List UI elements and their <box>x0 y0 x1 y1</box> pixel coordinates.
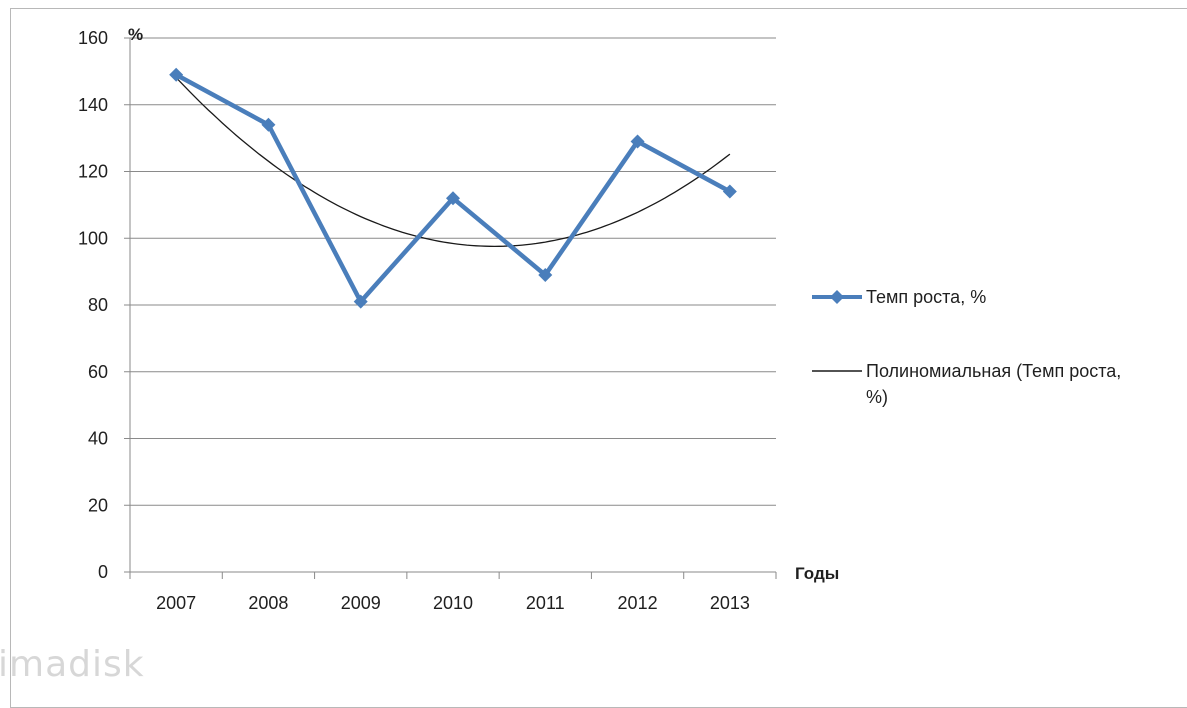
watermark: imadisk <box>0 644 145 685</box>
y-tick-label: 100 <box>78 228 108 248</box>
legend-series-label: Темп роста, % <box>866 287 986 307</box>
y-tick-label: 40 <box>88 429 108 449</box>
legend-trend-label-line1: Полиномиальная (Темп роста, <box>866 361 1121 381</box>
data-point-marker <box>722 184 737 199</box>
x-tick-label: 2013 <box>710 593 750 613</box>
series-temp-rosta <box>169 67 737 309</box>
y-tick-label: 20 <box>88 495 108 515</box>
x-axis-label: Годы <box>795 564 839 583</box>
y-tick-label: 0 <box>98 562 108 582</box>
data-point-marker <box>353 294 368 309</box>
data-point-marker <box>169 67 184 82</box>
y-tick-label: 140 <box>78 95 108 115</box>
x-tick-label: 2007 <box>156 593 196 613</box>
y-axis-ticks: 0 20 40 60 80 100 120 140 160 <box>78 28 108 582</box>
x-tick-label: 2011 <box>526 593 565 613</box>
axes <box>124 37 777 579</box>
legend-trend-label-line2: %) <box>866 387 888 407</box>
y-tick-label: 60 <box>88 362 108 382</box>
data-point-marker <box>446 191 460 206</box>
data-point-marker <box>538 267 553 282</box>
trendline <box>175 77 731 248</box>
y-tick-label: 80 <box>88 295 108 315</box>
legend-series-marker <box>830 290 844 304</box>
x-axis-ticks: 2007 2008 2009 2010 2011 2012 2013 <box>156 593 750 613</box>
data-point-marker <box>630 134 645 149</box>
gridlines <box>130 37 776 506</box>
data-point-marker <box>261 117 276 132</box>
x-tick-label: 2009 <box>341 593 381 613</box>
y-tick-label: 160 <box>78 28 108 48</box>
trendline-path <box>175 77 731 248</box>
y-axis-label: % <box>128 25 143 44</box>
x-tick-label: 2012 <box>618 593 658 613</box>
legend: Темп роста, % Полиномиальная (Темп роста… <box>812 287 1121 407</box>
y-tick-label: 120 <box>78 162 108 182</box>
x-tick-label: 2010 <box>433 593 473 613</box>
x-tick-label: 2008 <box>248 593 288 613</box>
series-line <box>175 72 731 304</box>
